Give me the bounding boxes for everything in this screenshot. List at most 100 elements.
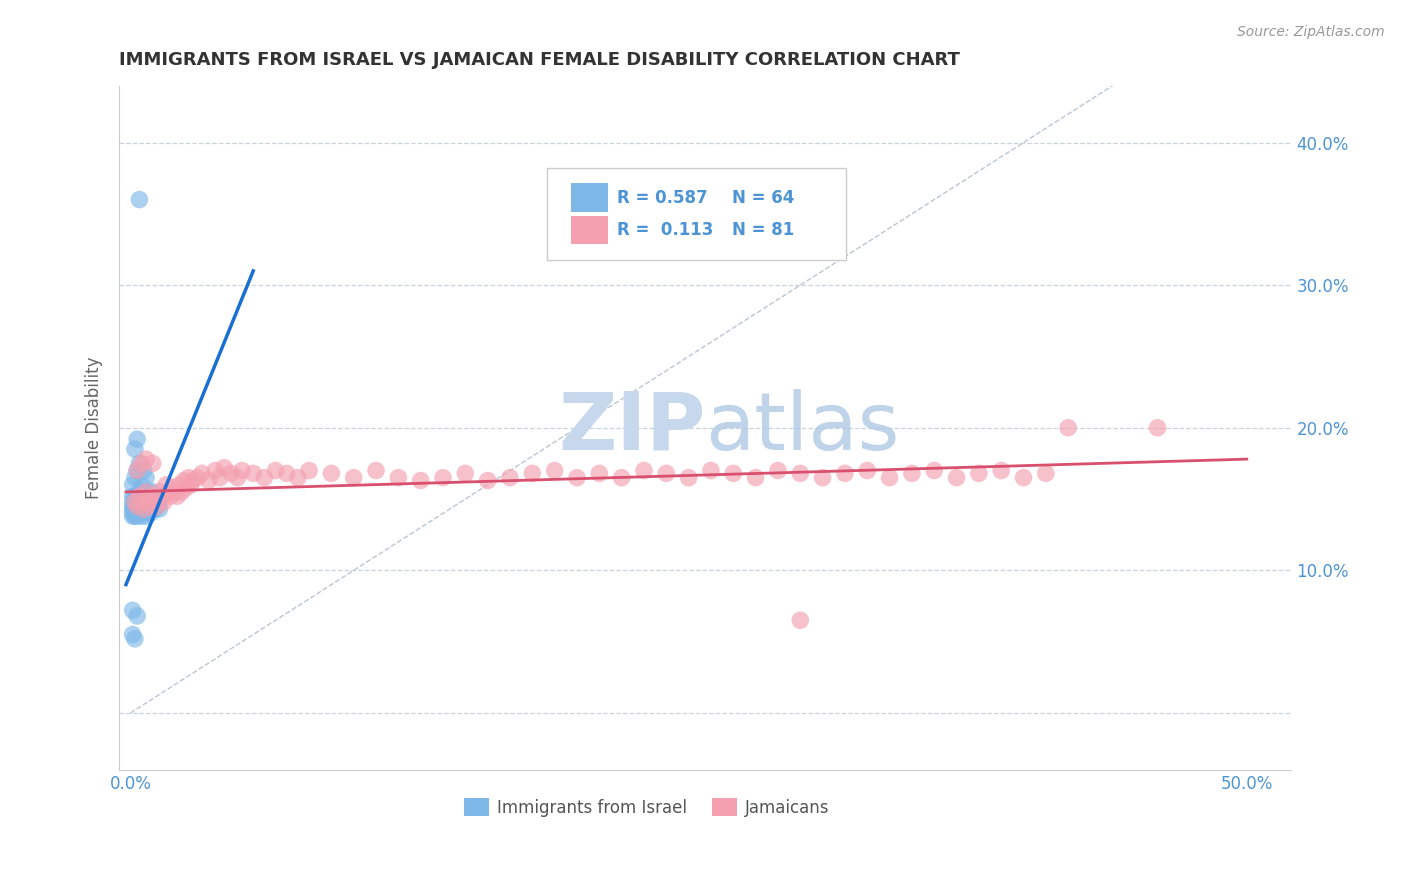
- Point: [967, 467, 990, 481]
- Point: [124, 470, 146, 484]
- Point: [212, 460, 235, 475]
- Point: [128, 193, 150, 207]
- Point: [142, 457, 165, 471]
- Point: [633, 464, 655, 478]
- Point: [142, 489, 165, 503]
- Text: R =  0.113: R = 0.113: [617, 221, 714, 239]
- Point: [128, 495, 150, 509]
- Point: [543, 464, 565, 478]
- Point: [499, 470, 522, 484]
- Point: [181, 474, 204, 488]
- Point: [264, 464, 287, 478]
- Point: [143, 502, 166, 516]
- Text: Source: ZipAtlas.com: Source: ZipAtlas.com: [1237, 25, 1385, 39]
- Point: [922, 464, 945, 478]
- Point: [132, 484, 155, 499]
- Point: [191, 467, 214, 481]
- Point: [990, 464, 1012, 478]
- Text: ZIP: ZIP: [558, 389, 706, 467]
- Point: [242, 467, 264, 481]
- Point: [136, 484, 159, 499]
- Point: [124, 632, 146, 646]
- Point: [321, 467, 343, 481]
- Point: [142, 484, 165, 499]
- Point: [132, 499, 155, 513]
- Point: [723, 467, 745, 481]
- Point: [522, 467, 544, 481]
- Point: [811, 470, 834, 484]
- Point: [945, 470, 967, 484]
- Point: [136, 499, 159, 513]
- Point: [150, 489, 173, 503]
- Point: [165, 484, 187, 499]
- Point: [879, 470, 901, 484]
- Point: [135, 470, 157, 484]
- Point: [610, 470, 633, 484]
- Point: [136, 491, 159, 506]
- Point: [128, 506, 150, 520]
- Point: [700, 464, 723, 478]
- Point: [124, 495, 146, 509]
- Point: [454, 467, 477, 481]
- FancyBboxPatch shape: [547, 168, 846, 260]
- Point: [148, 484, 170, 499]
- Point: [789, 613, 811, 627]
- Point: [1146, 421, 1168, 435]
- Point: [136, 495, 159, 509]
- Point: [789, 467, 811, 481]
- Point: [276, 467, 298, 481]
- Point: [231, 464, 253, 478]
- Point: [124, 499, 146, 513]
- Point: [132, 502, 155, 516]
- Text: R = 0.587: R = 0.587: [617, 189, 709, 207]
- Point: [121, 477, 143, 491]
- Point: [124, 509, 146, 524]
- Point: [124, 502, 146, 516]
- Point: [177, 470, 200, 484]
- Point: [146, 499, 169, 513]
- Point: [143, 491, 166, 506]
- Point: [139, 499, 162, 513]
- Point: [128, 499, 150, 513]
- Point: [139, 495, 162, 509]
- Point: [131, 495, 153, 509]
- Point: [127, 499, 149, 513]
- Point: [121, 502, 143, 516]
- Point: [173, 474, 195, 488]
- Point: [766, 464, 789, 478]
- Point: [142, 499, 165, 513]
- Point: [121, 489, 143, 503]
- Point: [121, 509, 143, 524]
- Point: [1035, 467, 1057, 481]
- Point: [744, 470, 766, 484]
- Point: [409, 474, 432, 488]
- Text: atlas: atlas: [706, 389, 900, 467]
- Point: [128, 484, 150, 499]
- Point: [219, 467, 242, 481]
- Text: N = 81: N = 81: [733, 221, 794, 239]
- Point: [124, 495, 146, 509]
- Point: [146, 499, 169, 513]
- Legend: Immigrants from Israel, Jamaicans: Immigrants from Israel, Jamaicans: [457, 792, 837, 823]
- Point: [432, 470, 454, 484]
- Point: [127, 499, 149, 513]
- Point: [135, 509, 157, 524]
- Point: [856, 464, 879, 478]
- Point: [834, 467, 856, 481]
- Point: [1057, 421, 1080, 435]
- Point: [364, 464, 387, 478]
- Point: [135, 502, 157, 516]
- Point: [132, 495, 155, 509]
- Point: [343, 470, 366, 484]
- Point: [128, 502, 150, 516]
- Point: [226, 470, 249, 484]
- Point: [131, 489, 153, 503]
- Point: [127, 432, 149, 446]
- Point: [131, 477, 153, 491]
- Point: [166, 489, 188, 503]
- Point: [121, 495, 143, 509]
- Point: [153, 495, 176, 509]
- Point: [131, 457, 153, 471]
- Point: [678, 470, 700, 484]
- Point: [157, 484, 180, 499]
